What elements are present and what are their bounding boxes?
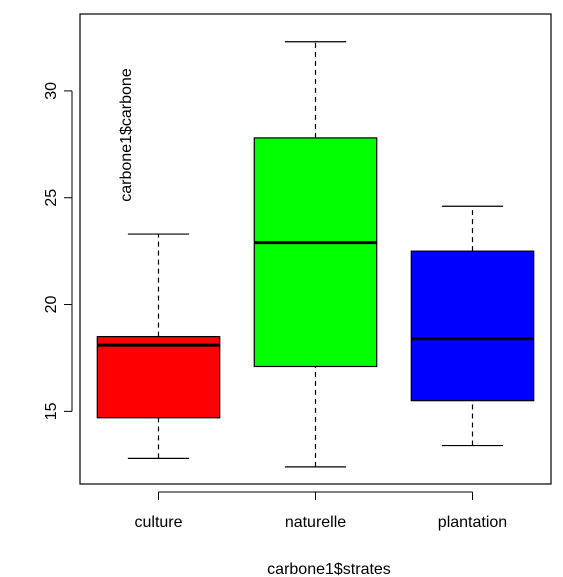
x-category-label: culture (134, 514, 182, 531)
y-axis: 15 20 25 30 (43, 82, 73, 420)
y-tick-label: 20 (43, 296, 60, 314)
iqr-box (253, 137, 378, 368)
y-tick-label: 15 (43, 402, 60, 420)
box-plantation (410, 205, 535, 447)
x-axis: culture naturelle plantation (134, 491, 507, 531)
y-tick-label: 25 (43, 189, 60, 207)
iqr-box (410, 250, 535, 402)
boxes (96, 41, 535, 468)
y-tick-label: 30 (43, 82, 60, 100)
y-axis-title: carbone1$carbone (118, 68, 135, 202)
x-category-label: plantation (438, 514, 507, 531)
box-naturelle (253, 41, 378, 468)
x-category-label: naturelle (285, 514, 346, 531)
box-culture (96, 233, 221, 459)
iqr-box (96, 335, 221, 419)
x-axis-title: carbone1$strates (267, 561, 391, 577)
plot-frame (79, 13, 552, 485)
